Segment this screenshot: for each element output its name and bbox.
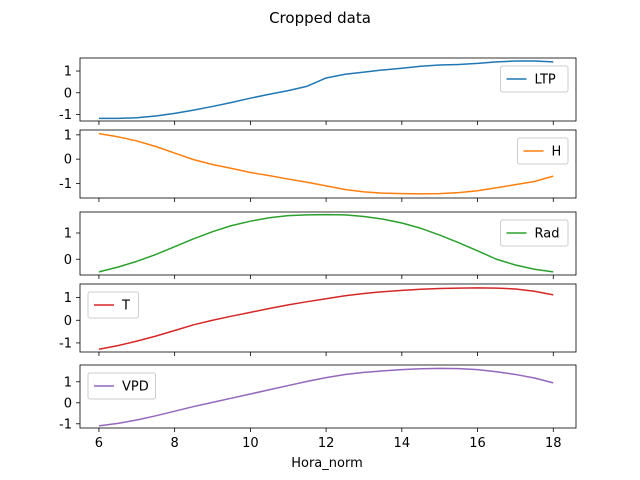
x-tick-label: 16	[469, 436, 486, 451]
x-tick-label: 6	[95, 436, 103, 451]
y-tick-label-vpd: -1	[59, 417, 72, 432]
legend-t: T	[87, 291, 139, 319]
axes-frame-h	[79, 129, 577, 199]
panel-ltp: -1 0 1 LTP	[59, 57, 577, 125]
y-tick-label-t: 0	[64, 314, 72, 329]
axes-frame-ltp	[79, 57, 577, 122]
y-tick-label-t: -1	[59, 336, 72, 351]
y-tick-label-h: 0	[64, 153, 72, 168]
axes-frame-vpd	[79, 364, 577, 429]
series-line-h	[98, 132, 554, 195]
y-tick-label-vpd: 0	[64, 396, 72, 411]
legend-h: H	[517, 137, 569, 165]
y-tick-label-t: 1	[64, 291, 72, 306]
chart-title: Cropped data	[269, 9, 371, 27]
legend-ltp: LTP	[500, 65, 569, 93]
y-tick-label-ltp: 1	[64, 65, 72, 80]
legend-box-ltp	[500, 65, 569, 93]
y-tick-label-rad: 1	[64, 227, 72, 242]
legend-label-t: T	[121, 299, 130, 314]
legend-vpd: VPD	[87, 372, 156, 400]
legend-label-h: H	[552, 145, 562, 160]
series-line-vpd	[98, 367, 554, 427]
y-tick-label-rad: 0	[64, 253, 72, 268]
legend-rad: Rad	[500, 219, 569, 247]
series-line-t	[98, 287, 554, 351]
panels: -1 0 1 LTP -1 0 1 H 0 1 Rad -1 0 1 T -1 0 1 VPD 6 8 10 12 14 16 1…	[59, 57, 577, 451]
legend-label-rad: Rad	[535, 227, 560, 242]
series-line-ltp	[98, 60, 554, 120]
y-tick-label-h: -1	[59, 177, 72, 192]
panel-t: -1 0 1 T	[59, 283, 577, 356]
y-tick-label-vpd: 1	[64, 375, 72, 390]
series-line-rad	[98, 213, 554, 273]
x-tick-label: 14	[394, 436, 411, 451]
panel-vpd: -1 0 1 VPD 6 8 10 12 14 16 18	[59, 364, 577, 451]
x-axis-label: Hora_norm	[291, 456, 363, 471]
x-tick-label: 10	[242, 436, 259, 451]
panel-h: -1 0 1 H	[59, 128, 577, 202]
y-tick-label-ltp: -1	[59, 108, 72, 123]
legend-label-ltp: LTP	[535, 73, 556, 88]
legend-box-vpd	[87, 372, 156, 400]
legend-box-rad	[500, 219, 569, 247]
y-tick-label-ltp: 0	[64, 86, 72, 101]
legend-label-vpd: VPD	[122, 380, 149, 395]
panel-rad: 0 1 Rad	[64, 211, 577, 279]
x-tick-label: 8	[171, 436, 179, 451]
x-tick-label: 18	[545, 436, 562, 451]
y-tick-label-h: 1	[64, 128, 72, 143]
axes-frame-rad	[79, 211, 577, 276]
x-tick-label: 12	[318, 436, 335, 451]
axes-frame-t	[79, 283, 577, 353]
